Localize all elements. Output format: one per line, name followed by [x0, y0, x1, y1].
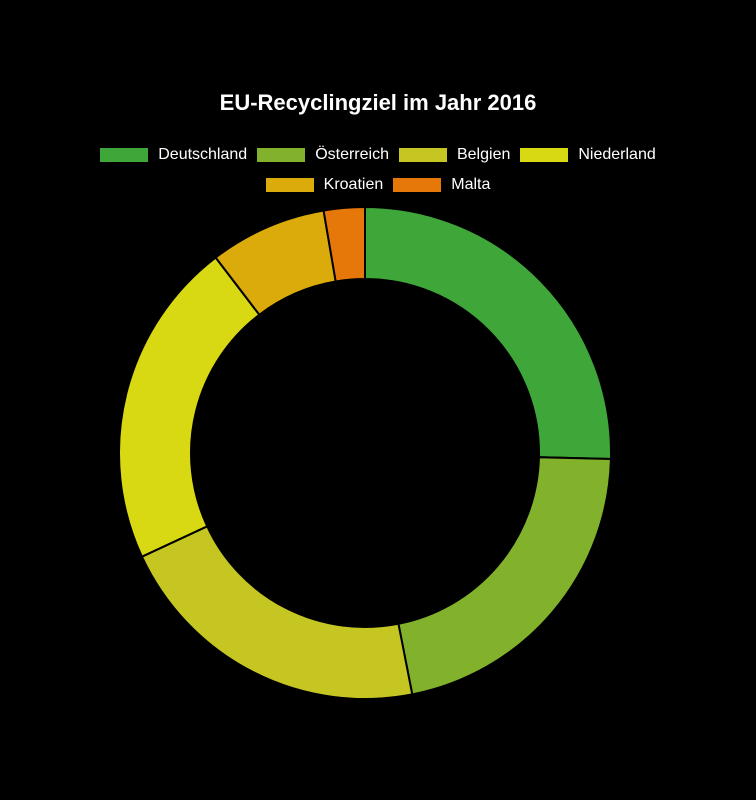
legend-row-1: Deutschland Österreich Belgien Niederlan… [0, 140, 756, 170]
legend-label: Belgien [456, 146, 511, 163]
legend-swatch [100, 148, 149, 162]
slice-malta[interactable] [322, 205, 366, 283]
legend-item-belgien[interactable]: Belgien [398, 146, 511, 164]
slice-niederland[interactable] [118, 256, 261, 558]
legend-item-kroatien[interactable]: Kroatien [265, 176, 384, 194]
legend-swatch [398, 148, 447, 162]
chart-title: EU-Recyclingziel im Jahr 2016 [219, 90, 537, 115]
legend-label: Deutschland [158, 146, 248, 163]
legend-label: Österreich [315, 146, 389, 163]
legend-item-deutschland[interactable]: Deutschland [100, 146, 247, 164]
legend-item-niederland[interactable]: Niederland [520, 146, 656, 164]
slice-österreich[interactable] [397, 456, 612, 696]
legend-row-2: Kroatien Malta [0, 170, 756, 200]
legend-swatch [265, 178, 314, 192]
legend-item-oesterreich[interactable]: Österreich [257, 146, 389, 164]
legend-swatch [393, 178, 442, 192]
legend-label: Niederland [578, 146, 656, 163]
legend-label: Kroatien [323, 176, 384, 193]
legend-swatch [257, 148, 306, 162]
slice-deutschland[interactable] [364, 205, 612, 460]
legend-item-malta[interactable]: Malta [393, 176, 490, 194]
slice-belgien[interactable] [140, 524, 414, 700]
legend-swatch [520, 148, 569, 162]
legend-label: Malta [451, 176, 491, 193]
legend: Deutschland Österreich Belgien Niederlan… [0, 140, 756, 200]
